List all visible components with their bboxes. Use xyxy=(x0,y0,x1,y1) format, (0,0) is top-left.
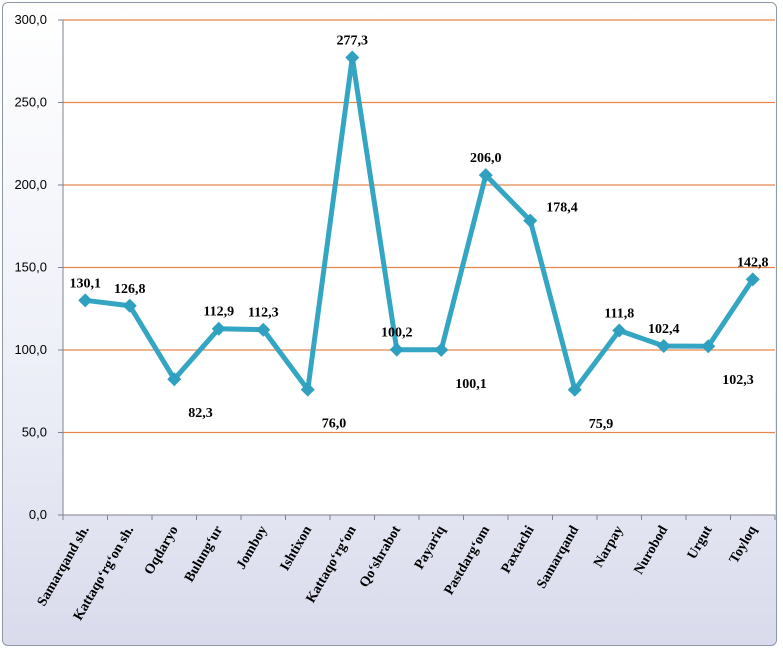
y-tick-label: 150,0 xyxy=(14,260,47,275)
y-tick-label: 50,0 xyxy=(22,425,47,440)
data-label: 111,8 xyxy=(604,307,634,322)
y-tick-label: 250,0 xyxy=(14,95,47,110)
series-line xyxy=(82,55,756,393)
data-point xyxy=(523,213,538,228)
x-tick-label: Nurobod xyxy=(632,523,672,577)
data-point xyxy=(345,50,360,65)
x-tick-label: Bulung‘ur xyxy=(182,524,226,585)
data-point xyxy=(478,168,493,183)
data-label: 142,8 xyxy=(737,255,769,270)
data-label: 206,0 xyxy=(470,151,502,166)
y-tick-label: 200,0 xyxy=(14,177,47,192)
x-tick-label: Samarqand xyxy=(534,523,582,591)
x-tick-label: Qo‘shrabot xyxy=(357,523,404,590)
data-point xyxy=(256,322,271,337)
data-label: 100,2 xyxy=(381,326,413,341)
data-point xyxy=(612,323,627,338)
data-label: 112,3 xyxy=(248,306,279,321)
data-label: 102,3 xyxy=(722,373,754,388)
x-tick-label: Urgut xyxy=(685,523,716,562)
x-tick-label: Narpay xyxy=(591,524,627,571)
data-label: 100,1 xyxy=(455,377,487,392)
y-tick-label: 300,0 xyxy=(14,12,47,27)
data-labels: 130,1 126,8 82,3 112,9 112,3 76,0 277,3 100,2 10… xyxy=(70,33,769,431)
data-point xyxy=(567,382,582,397)
x-tick-label: Paxtachi xyxy=(499,523,538,576)
data-label: 102,4 xyxy=(648,322,680,337)
series-markers xyxy=(78,50,760,397)
data-label: 112,9 xyxy=(203,305,234,320)
data-point xyxy=(122,298,137,313)
data-label: 126,8 xyxy=(114,282,146,297)
y-tick-label: 0,0 xyxy=(29,507,47,522)
x-tick-label: Jomboy xyxy=(234,524,271,573)
data-label: 76,0 xyxy=(322,417,347,432)
x-axis-ticks: Samarqand sh.Kattaqo‘rg‘on sh. Oqdaryo Bul… xyxy=(35,515,776,623)
x-tick-label: Toyloq xyxy=(727,523,760,566)
y-axis-ticks: 0,0 50,0 100,0 150,0 200,0 250,0 300,0 xyxy=(14,12,63,522)
data-point xyxy=(78,293,93,308)
x-tick-label: Pastdarg‘om xyxy=(442,523,494,597)
data-point xyxy=(389,342,404,357)
data-label: 178,4 xyxy=(546,201,578,216)
data-label: 277,3 xyxy=(337,33,369,48)
x-tick-label: Payariq xyxy=(412,523,449,572)
x-tick-label: Oqdaryo xyxy=(142,524,182,578)
data-label: 75,9 xyxy=(589,417,614,432)
data-point xyxy=(167,372,182,387)
data-point xyxy=(434,342,449,357)
data-point xyxy=(211,321,226,336)
y-tick-label: 100,0 xyxy=(14,342,47,357)
data-label: 82,3 xyxy=(188,406,213,421)
data-point xyxy=(745,272,760,287)
data-point xyxy=(300,382,315,397)
data-label: 130,1 xyxy=(70,276,102,291)
x-tick-label: Ishtixon xyxy=(278,523,316,573)
data-point xyxy=(656,339,671,354)
data-point xyxy=(701,339,716,354)
series-line-path xyxy=(82,55,756,393)
